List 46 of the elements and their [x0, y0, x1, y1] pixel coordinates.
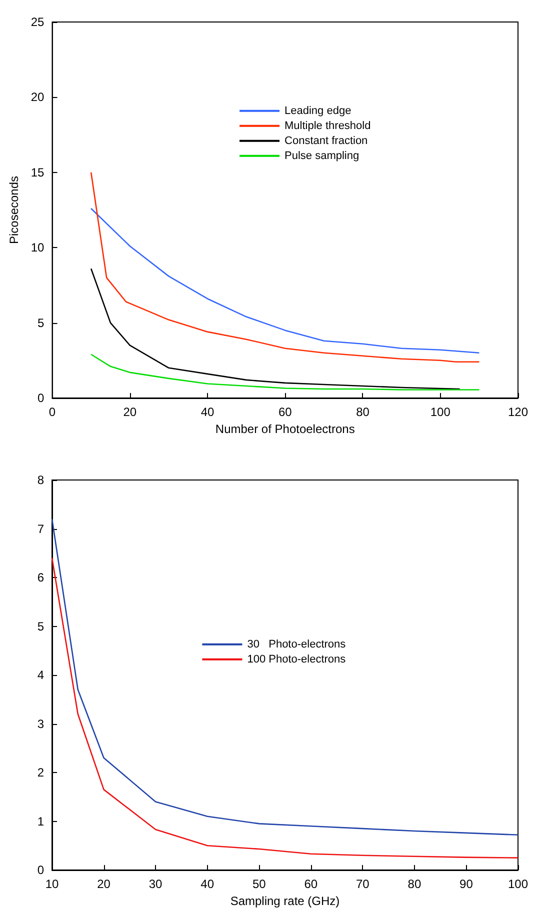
- x-tick-label: 60: [278, 405, 292, 419]
- x-tick-label: 70: [356, 877, 370, 891]
- line-series: [51, 557, 519, 858]
- x-tick-label: 0: [48, 405, 56, 419]
- line-series: [90, 208, 480, 354]
- x-tick-label: 100: [508, 877, 528, 891]
- line-series: [90, 354, 480, 390]
- y-tick-label: 3: [37, 716, 44, 731]
- y-tick-label: 4: [37, 668, 44, 682]
- y-tick-label: 10: [30, 240, 45, 255]
- line-series: [90, 268, 460, 390]
- x-tick-label: 40: [200, 405, 214, 419]
- x-tick-label: 100: [430, 405, 451, 419]
- x-tick-label: 20: [123, 405, 137, 419]
- x-tick-label: 90: [460, 877, 474, 891]
- x-axis-title: Sampling rate (GHz): [230, 894, 340, 908]
- y-tick-label: 2: [37, 766, 44, 780]
- legend-label: Constant fraction: [284, 134, 368, 147]
- y-tick-label: 15: [30, 165, 45, 180]
- x-axis-title: Number of Photoelectrons: [215, 422, 355, 436]
- y-tick-label: 0: [37, 863, 44, 877]
- y-tick-label: 0: [38, 391, 45, 405]
- legend-label: 30 Photo-electrons: [247, 638, 346, 650]
- x-tick-label: 40: [200, 877, 214, 891]
- y-tick-label: 8: [37, 473, 44, 487]
- legend-label: Leading edge: [284, 104, 352, 117]
- legend-label: Pulse sampling: [284, 150, 360, 162]
- y-tick-label: 6: [37, 570, 44, 584]
- line-series: [90, 172, 480, 363]
- x-tick-label: 120: [508, 405, 528, 419]
- y-tick-label: 20: [30, 90, 45, 104]
- y-tick-label: 5: [38, 316, 45, 330]
- y-axis-title: Picoseconds: [7, 176, 21, 244]
- y-tick-label: 1: [37, 814, 44, 828]
- legend-label: 100 Photo-electrons: [247, 653, 346, 666]
- x-tick-label: 80: [408, 877, 422, 891]
- x-tick-label: 20: [97, 877, 111, 891]
- y-tick-label: 5: [37, 619, 44, 634]
- x-tick-label: 60: [304, 877, 318, 891]
- y-tick-label: 25: [30, 15, 45, 29]
- x-tick-label: 30: [148, 877, 163, 891]
- y-tick-label: 7: [37, 522, 44, 536]
- x-tick-label: 80: [356, 405, 370, 419]
- line-series: [51, 518, 519, 836]
- x-tick-label: 50: [252, 877, 266, 891]
- legend-label: Multiple threshold: [284, 120, 371, 132]
